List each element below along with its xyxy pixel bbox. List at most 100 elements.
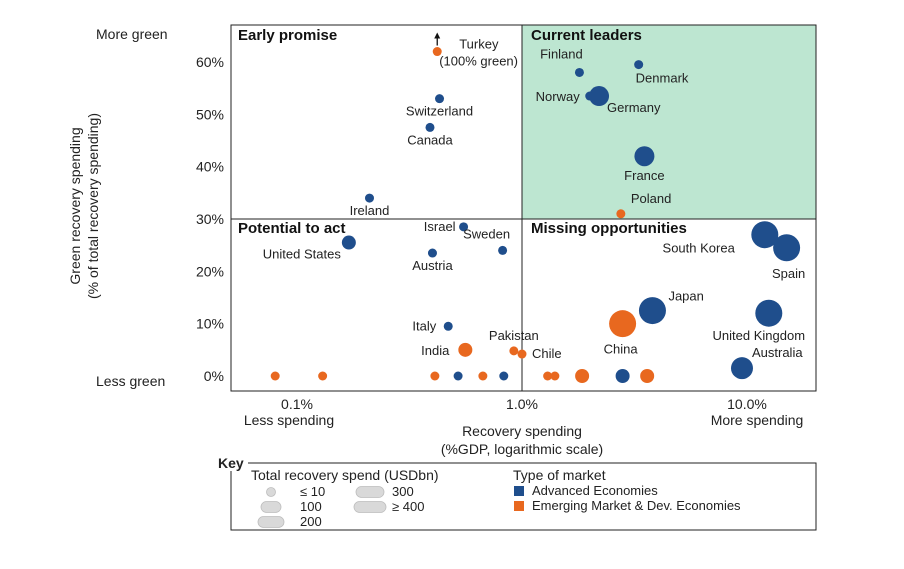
data-label-finland: Finland <box>540 46 583 61</box>
data-label-turkey: Turkey <box>459 37 499 52</box>
point-spain <box>773 234 801 262</box>
point-unlabeled-34 <box>640 369 655 383</box>
x-tick-label-0-1: 0.1% <box>281 396 313 412</box>
legend-swatch-emerging-market-dev-economies <box>514 501 524 511</box>
point-germany <box>589 86 610 107</box>
point-france <box>634 146 655 167</box>
point-pakistan <box>509 346 519 356</box>
point-china <box>609 310 637 338</box>
x-end-label-left: Less spending <box>244 412 334 428</box>
point-unlabeled-31 <box>550 371 560 381</box>
x-axis-subtitle: (%GDP, logarithmic scale) <box>441 441 603 457</box>
data-label-australia: Australia <box>752 345 803 360</box>
y-axis-ticks: 0% 10% 20% 30% 40% 50% 60% <box>196 54 224 384</box>
y-tick-label-20: 20% <box>196 263 224 279</box>
y-tick-label-40: 40% <box>196 159 224 175</box>
point-unlabeled-24 <box>270 371 280 381</box>
legend-title-bg <box>216 455 248 471</box>
legend-label-emerging-market-dev-economies: Emerging Market & Dev. Economies <box>532 498 741 513</box>
data-label-sweden: Sweden <box>463 226 510 241</box>
point-austria <box>427 248 437 258</box>
point-united-states <box>341 235 356 250</box>
legend-type-title: Type of market <box>513 467 606 483</box>
data-label-japan: Japan <box>668 289 703 304</box>
legend-size-swatch-1 <box>260 501 282 513</box>
point-unlabeled-30 <box>543 371 553 381</box>
legend-size-label-0: ≤ 10 <box>300 484 325 499</box>
point-unlabeled-25 <box>318 371 328 381</box>
legend-size-title: Total recovery spend (USDbn) <box>251 467 439 483</box>
legend-size-swatch-4 <box>353 501 387 513</box>
legend-size-label-3: 300 <box>392 484 414 499</box>
point-sweden <box>498 245 508 255</box>
point-united-kingdom <box>755 299 783 327</box>
x-end-label-right: More spending <box>711 412 804 428</box>
legend-title: Key <box>218 455 244 471</box>
plot-frame <box>230 24 817 392</box>
legend-label-advanced-economies: Advanced Economies <box>532 483 658 498</box>
data-label-austria: Austria <box>412 258 453 273</box>
point-unlabeled-27 <box>453 371 463 381</box>
point-israel <box>459 222 469 232</box>
data-points <box>270 32 801 383</box>
data-label-norway: Norway <box>536 89 581 104</box>
point-turkey <box>432 47 442 57</box>
data-label-india: India <box>421 343 450 358</box>
point-ireland <box>364 193 374 203</box>
quadrant-title-current-leaders: Current leaders <box>531 27 642 44</box>
quadrant-title-early-promise: Early promise <box>238 27 337 44</box>
quadrant-title-missing-opportunities: Missing opportunities <box>531 220 687 237</box>
point-india <box>458 342 473 357</box>
data-label-chile: Chile <box>532 346 562 361</box>
y-axis-title: Green recovery spending <box>67 127 83 284</box>
point-unlabeled-29 <box>499 371 509 381</box>
point-poland <box>616 209 626 219</box>
point-unlabeled-28 <box>478 371 488 381</box>
y-end-label-top: More green <box>96 26 168 42</box>
data-label-ireland: Ireland <box>350 203 390 218</box>
x-tick-label-10-0: 10.0% <box>727 396 767 412</box>
y-end-label-bottom: Less green <box>96 373 165 389</box>
point-unlabeled-32 <box>575 369 590 383</box>
y-tick-label-60: 60% <box>196 54 224 70</box>
legend-size-label-2: 200 <box>300 514 322 529</box>
legend-swatch-advanced-economies <box>514 486 524 496</box>
data-label-pakistan: Pakistan <box>489 328 539 343</box>
point-unlabeled-33 <box>615 369 630 383</box>
point-finland <box>574 67 584 77</box>
x-axis-title: Recovery spending <box>462 423 582 439</box>
point-canada <box>425 122 435 132</box>
y-tick-label-30: 30% <box>196 211 224 227</box>
data-label-france: France <box>624 168 664 183</box>
data-label-denmark: Denmark <box>636 71 689 86</box>
legend-size-swatch-3 <box>355 486 385 498</box>
point-denmark <box>634 60 644 70</box>
data-label-united-kingdom: United Kingdom <box>713 328 806 343</box>
data-label-switzerland: Switzerland <box>406 104 473 119</box>
point-italy <box>443 321 453 331</box>
point-chile <box>517 349 527 359</box>
legend-size-label-4: ≥ 400 <box>392 499 424 514</box>
x-tick-label-1-0: 1.0% <box>506 396 538 412</box>
data-label-spain: Spain <box>772 266 805 281</box>
data-label-germany: Germany <box>607 100 661 115</box>
legend-size-swatch-2 <box>257 516 285 528</box>
legend-size-label-1: 100 <box>300 499 322 514</box>
y-tick-label-10: 10% <box>196 316 224 332</box>
y-axis-subtitle: (% of total recovery spending) <box>85 113 101 299</box>
data-label-italy: Italy <box>412 318 436 333</box>
legend-size-swatch-0 <box>266 487 276 497</box>
legend-box <box>230 462 817 531</box>
data-label-israel: Israel <box>424 219 456 234</box>
quadrant-title-potential-to-act: Potential to act <box>238 220 346 237</box>
point-japan <box>638 297 666 325</box>
y-tick-label-50: 50% <box>196 106 224 122</box>
data-label-south-korea: South Korea <box>663 241 736 256</box>
point-unlabeled-26 <box>430 371 440 381</box>
data-label-china: China <box>604 342 639 357</box>
data-label-poland: Poland <box>631 191 671 206</box>
